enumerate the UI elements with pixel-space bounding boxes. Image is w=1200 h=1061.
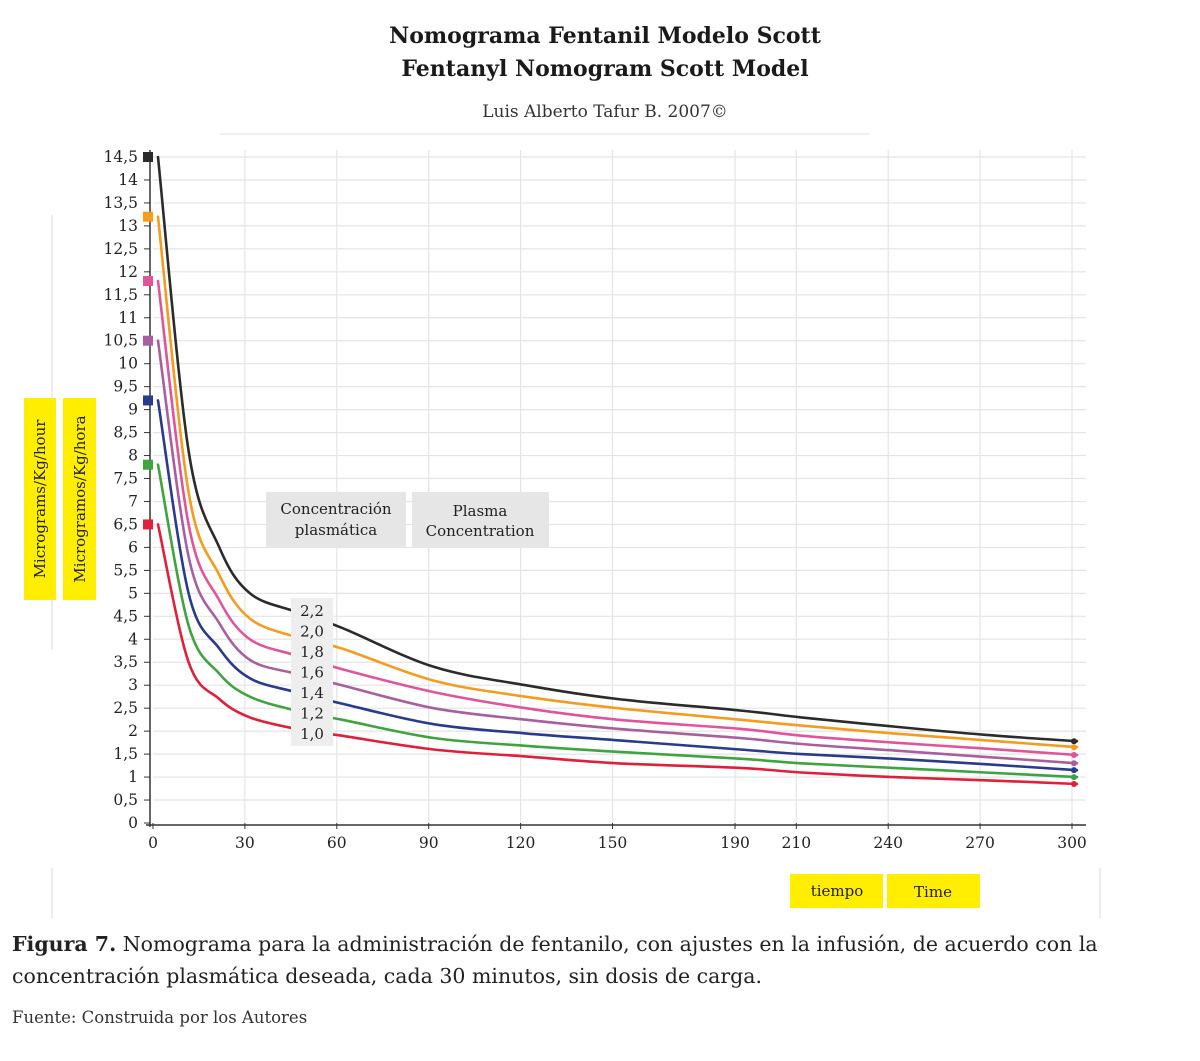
concentration-label: 1,8: [300, 643, 324, 661]
x-tick-label: 300: [1057, 834, 1087, 852]
y-tick-label: 1: [128, 768, 138, 786]
svg-text:Time: Time: [914, 883, 952, 901]
series-line-1-2: [156, 463, 1079, 779]
chart-author: Luis Alberto Tafur B. 2007©: [482, 102, 728, 122]
series-end-point: [1071, 752, 1077, 759]
x-tick-label: 270: [965, 834, 995, 852]
legend-title-es: Concentración plasmática: [266, 492, 406, 548]
svg-text:Micrograms/Kg/hour: Micrograms/Kg/hour: [31, 419, 49, 579]
start-marker: [143, 335, 153, 346]
series-end-point: [1071, 738, 1077, 745]
y-tick-label: 2: [128, 722, 138, 740]
y-tick-label: 13: [118, 217, 138, 235]
y-tick-label: 5,5: [113, 561, 138, 579]
y-tick-label: 2,5: [113, 699, 138, 717]
start-marker: [143, 459, 153, 470]
concentration-label: 1,4: [300, 684, 324, 702]
series-end-point: [1071, 774, 1077, 781]
series-line-1-0: [156, 523, 1079, 786]
y-tick-label: 10,5: [103, 332, 138, 350]
x-tick-label: 240: [873, 834, 903, 852]
caption-label: Figura 7.: [12, 932, 117, 956]
concentration-label: 2,2: [300, 602, 324, 620]
y-tick-label: 14,5: [103, 148, 138, 166]
series-end-point: [1071, 744, 1077, 751]
svg-text:Microgramos/Kg/hora: Microgramos/Kg/hora: [71, 415, 89, 582]
chart-title: Nomograma Fentanil Modelo Scott: [389, 23, 822, 49]
y-tick-label: 9,5: [113, 378, 138, 396]
start-marker: [143, 211, 153, 222]
y-tick-label: 3,5: [113, 653, 138, 671]
y-axis-label-es: Microgramos/Kg/hora: [63, 398, 96, 600]
svg-text:tiempo: tiempo: [811, 882, 864, 900]
y-tick-label: 4: [128, 630, 138, 648]
x-tick-labels: 0 30 60 90 120 150 190 210 240 270 300: [148, 823, 1087, 852]
y-tick-labels: 00,511,522,533,544,555,566,577,588,599,5…: [103, 148, 150, 832]
y-axis-label-en: Micrograms/Kg/hour: [24, 398, 56, 600]
y-tick-label: 7,5: [113, 470, 138, 488]
series-line-2-0: [156, 215, 1079, 749]
series-line-1-8: [156, 279, 1079, 757]
y-tick-label: 5: [128, 584, 138, 602]
concentration-label: 1,0: [300, 725, 324, 743]
chart-subtitle: Fentanyl Nomogram Scott Model: [401, 56, 808, 82]
fentanyl-nomogram-chart: Nomograma Fentanil Modelo Scott Fentanyl…: [24, 23, 1101, 918]
svg-text:plasmática: plasmática: [295, 521, 377, 539]
x-tick-label: 190: [720, 834, 750, 852]
x-tick-label: 0: [148, 834, 158, 852]
y-tick-label: 4,5: [113, 607, 138, 625]
svg-text:Concentration: Concentration: [426, 522, 535, 540]
series-lines: [156, 155, 1079, 787]
y-tick-label: 14: [118, 171, 138, 189]
y-tick-label: 11,5: [103, 286, 138, 304]
y-tick-label: 12: [118, 263, 138, 281]
y-tick-label: 7: [128, 492, 138, 510]
legend-title-en: Plasma Concentration: [412, 492, 549, 548]
x-tick-label: 90: [419, 834, 439, 852]
y-tick-label: 8,5: [113, 424, 138, 442]
x-tick-label: 60: [327, 834, 347, 852]
figure-source: Fuente: Construida por los Autores: [12, 1008, 308, 1027]
y-tick-label: 9: [128, 401, 138, 419]
x-axis-label-en: Time: [887, 874, 980, 908]
y-tick-label: 8: [128, 447, 138, 465]
start-marker: [143, 152, 153, 162]
concentration-label: 1,6: [300, 664, 324, 682]
y-tick-label: 11: [118, 309, 138, 327]
y-tick-label: 6: [128, 538, 138, 556]
start-marker: [143, 519, 153, 530]
x-tick-label: 120: [506, 834, 536, 852]
series-line-1-4: [156, 399, 1079, 772]
y-tick-label: 0,5: [113, 791, 138, 809]
x-tick-label: 150: [598, 834, 628, 852]
series-end-point: [1071, 760, 1077, 767]
series-line-1-6: [156, 339, 1079, 765]
series-end-point: [1071, 767, 1077, 774]
start-marker: [143, 276, 153, 287]
x-tick-label: 30: [235, 834, 255, 852]
svg-text:Concentración: Concentración: [280, 500, 391, 518]
axes: [146, 150, 1086, 827]
concentration-label-box: [291, 598, 333, 746]
svg-text:Plasma: Plasma: [453, 502, 508, 520]
start-marker: [143, 395, 153, 406]
x-axis-label-es: tiempo: [790, 874, 883, 908]
y-tick-label: 13,5: [103, 194, 138, 212]
y-tick-label: 12,5: [103, 240, 138, 258]
figure-caption: Figura 7. Nomograma para la administraci…: [12, 928, 1188, 992]
concentration-label: 1,2: [300, 705, 324, 723]
y-tick-label: 10: [118, 355, 138, 373]
start-markers: [143, 152, 153, 530]
x-tick-label: 210: [782, 834, 812, 852]
series-end-point: [1071, 780, 1077, 787]
y-tick-label: 0: [128, 814, 138, 832]
concentration-labels: 2,2 2,0 1,8 1,6 1,4 1,2 1,0: [300, 602, 324, 743]
series-line-2-2: [156, 155, 1079, 743]
concentration-label: 2,0: [300, 623, 324, 641]
y-tick-label: 6,5: [113, 515, 138, 533]
caption-text: Nomograma para la administración de fent…: [12, 932, 1098, 988]
y-tick-label: 1,5: [113, 745, 138, 763]
y-tick-label: 3: [128, 676, 138, 694]
